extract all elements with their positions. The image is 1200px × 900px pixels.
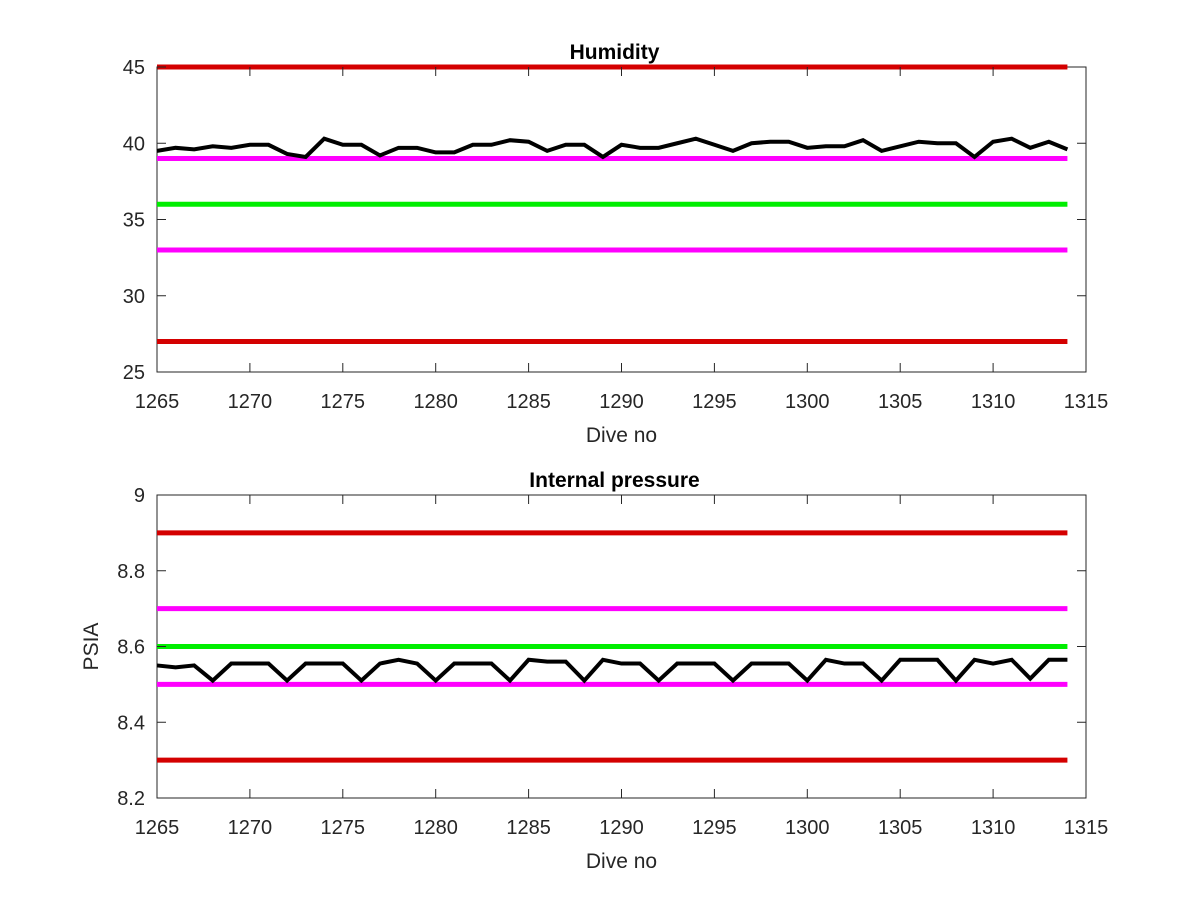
x-tick-label: 1265 [135,817,180,839]
x-tick-label: 1280 [413,391,458,413]
y-tick-label: 8.2 [117,788,145,810]
x-tick-label: 1300 [785,391,830,413]
x-tick-label: 1275 [321,817,366,839]
series-line-0 [156,657,1068,684]
y-tick-label: 45 [123,57,145,79]
x-tick-label: 1290 [599,391,644,413]
x-tick-label: 1305 [878,817,923,839]
x-tick-label: 1270 [228,391,273,413]
y-axis-label: PSIA [80,623,103,671]
x-tick-label: 1315 [1064,391,1109,413]
series-line-0 [156,136,1069,160]
x-tick-label: 1310 [971,817,1016,839]
y-tick-label: 30 [123,286,145,308]
x-tick-label: 1305 [878,391,923,413]
y-tick-label: 8.6 [117,637,145,659]
x-axis-label: Dive no [586,850,657,873]
x-tick-label: 1315 [1064,817,1109,839]
x-tick-label: 1280 [413,817,458,839]
axes-box [156,66,1087,373]
y-tick-label: 9 [134,485,145,507]
internal-pressure-panel: 1265 1270 1275 1280 1285 1290 1295 1300 1305 1310… [80,469,1108,873]
y-tick-label: 25 [123,362,145,384]
x-axis-label: Dive no [586,424,657,447]
y-tick-label: 8.8 [117,561,145,583]
x-tick-label: 1270 [228,817,273,839]
y-tick-label: 8.4 [117,712,145,734]
x-tick-label: 1300 [785,817,830,839]
x-tick-label: 1285 [506,817,551,839]
chart-title: Humidity [570,41,660,64]
x-tick-label: 1295 [692,391,737,413]
y-tick-label: 35 [123,210,145,232]
x-tick-label: 1295 [692,817,737,839]
x-tick-label: 1310 [971,391,1016,413]
x-tick-label: 1265 [135,391,180,413]
y-tick-label: 40 [123,133,145,155]
x-tick-label: 1275 [321,391,366,413]
chart-title: Internal pressure [529,469,699,492]
humidity-panel: 1265 1270 1275 1280 1285 1290 1295 1300 1305 1310… [123,41,1109,447]
x-tick-label: 1285 [506,391,551,413]
x-tick-label: 1290 [599,817,644,839]
